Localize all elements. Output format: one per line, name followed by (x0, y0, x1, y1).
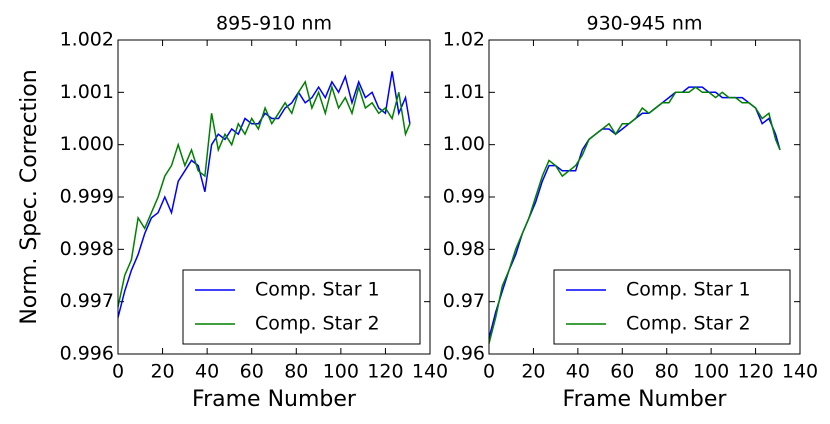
x-tick-label: 80 (655, 361, 679, 383)
data-line (117, 71, 411, 318)
y-tick-label: 0.97 (443, 290, 485, 312)
x-tick-label: 40 (195, 361, 219, 383)
x-tick-label: 100 (693, 361, 729, 383)
y-tick-label: 0.98 (443, 238, 485, 260)
legend-label: Comp. Star 2 (255, 313, 380, 335)
x-tick-label: 20 (521, 361, 545, 383)
legend-label: Comp. Star 1 (255, 279, 380, 301)
legend-label: Comp. Star 1 (626, 279, 751, 301)
legend-box (182, 269, 421, 345)
x-tick-label: 60 (240, 361, 264, 383)
x-tick-label: 120 (367, 361, 403, 383)
x-tick-label: 140 (782, 361, 818, 383)
x-tick-label: 0 (483, 361, 495, 383)
y-tick-label: 0.997 (60, 290, 114, 312)
y-tick-label: 1.000 (60, 133, 114, 155)
data-line (117, 80, 411, 308)
y-tick-label: 0.996 (60, 343, 114, 365)
y-tick-label: 1.002 (60, 29, 114, 51)
plot-frame (488, 39, 801, 355)
legend-box (553, 269, 791, 345)
y-tick-label: 1.001 (60, 81, 114, 103)
x-tick-label: 140 (412, 361, 448, 383)
y-tick-label: 0.99 (443, 186, 485, 208)
y-tick-label: 1.01 (443, 81, 485, 103)
x-tick-label: 0 (112, 361, 124, 383)
x-tick-label: 20 (150, 361, 174, 383)
y-tick-label: 0.96 (443, 343, 485, 365)
x-tick-label: 60 (610, 361, 634, 383)
x-tick-label: 120 (737, 361, 773, 383)
chart-title: 895-910 nm (216, 13, 332, 35)
x-tick-label: 80 (284, 361, 308, 383)
chart-title: 930-945 nm (587, 13, 703, 35)
y-tick-label: 1.02 (443, 29, 485, 51)
legend-label: Comp. Star 2 (626, 313, 751, 335)
y-tick-label: 0.998 (60, 238, 114, 260)
plot-frame (117, 39, 431, 355)
x-tick-label: 100 (323, 361, 359, 383)
x-tick-label: 40 (566, 361, 590, 383)
data-line (488, 86, 781, 344)
x-axis-label: Frame Number (563, 387, 728, 412)
y-tick-label: 0.999 (60, 186, 114, 208)
x-axis-label: Frame Number (192, 387, 357, 412)
y-tick-label: 1.00 (443, 133, 485, 155)
y-axis-label: Norm. Spec. Correction (17, 69, 42, 324)
